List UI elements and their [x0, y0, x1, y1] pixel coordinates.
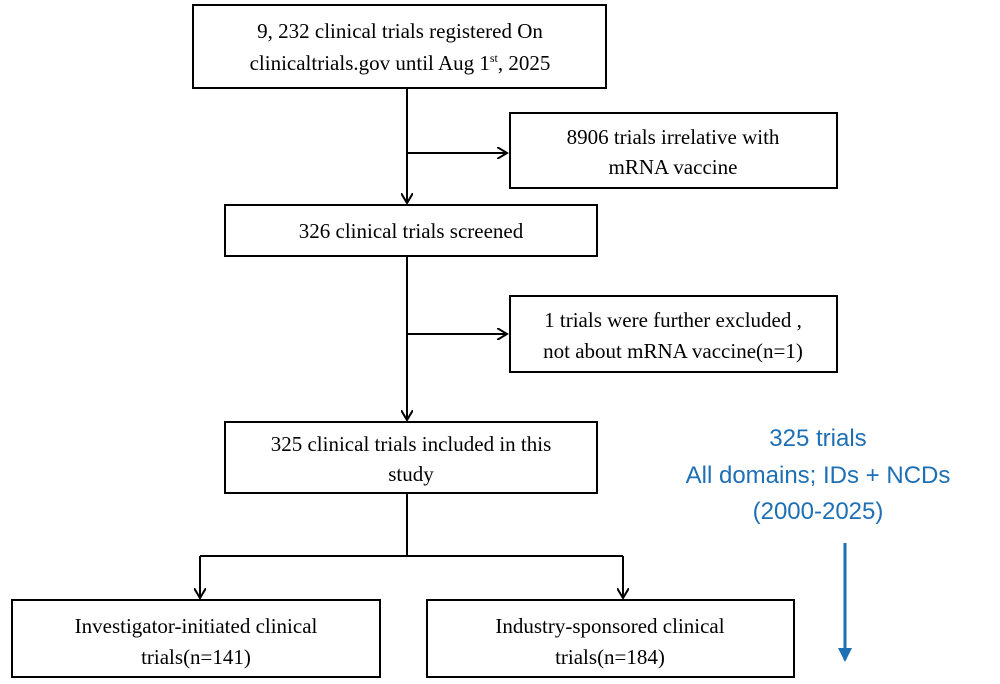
node-text: 326 clinical trials screened: [299, 219, 524, 243]
node-box: [509, 295, 838, 373]
node-box: [11, 599, 381, 678]
node-text: trials(n=184): [555, 645, 665, 669]
node-text: mRNA vaccine: [609, 155, 738, 179]
node-box: [224, 204, 598, 257]
annotation-text: All domains; IDs + NCDs: [686, 462, 951, 489]
node-text: not about mRNA vaccine(n=1): [543, 339, 803, 363]
annotation-text: (2000-2025): [753, 498, 884, 525]
node-box: [509, 112, 838, 189]
node-box: [192, 4, 607, 89]
node-text: Industry-sponsored clinical: [495, 614, 724, 638]
node-text: 325 clinical trials included in this: [271, 432, 552, 456]
node-text: 9, 232 clinical trials registered On: [257, 19, 543, 43]
node-text: study: [388, 462, 434, 486]
node-text: 1 trials were further excluded ,: [544, 308, 802, 332]
node-box: [426, 599, 795, 678]
annotation-text: 325 trials: [769, 425, 866, 452]
node-text: 8906 trials irrelative with: [567, 125, 780, 149]
connectors: [200, 88, 623, 598]
node-text: Investigator-initiated clinical: [75, 614, 318, 638]
node-text: clinicaltrials.gov until Aug 1st, 2025: [250, 51, 551, 75]
node-box: [224, 421, 598, 494]
node-text: trials(n=141): [141, 645, 251, 669]
